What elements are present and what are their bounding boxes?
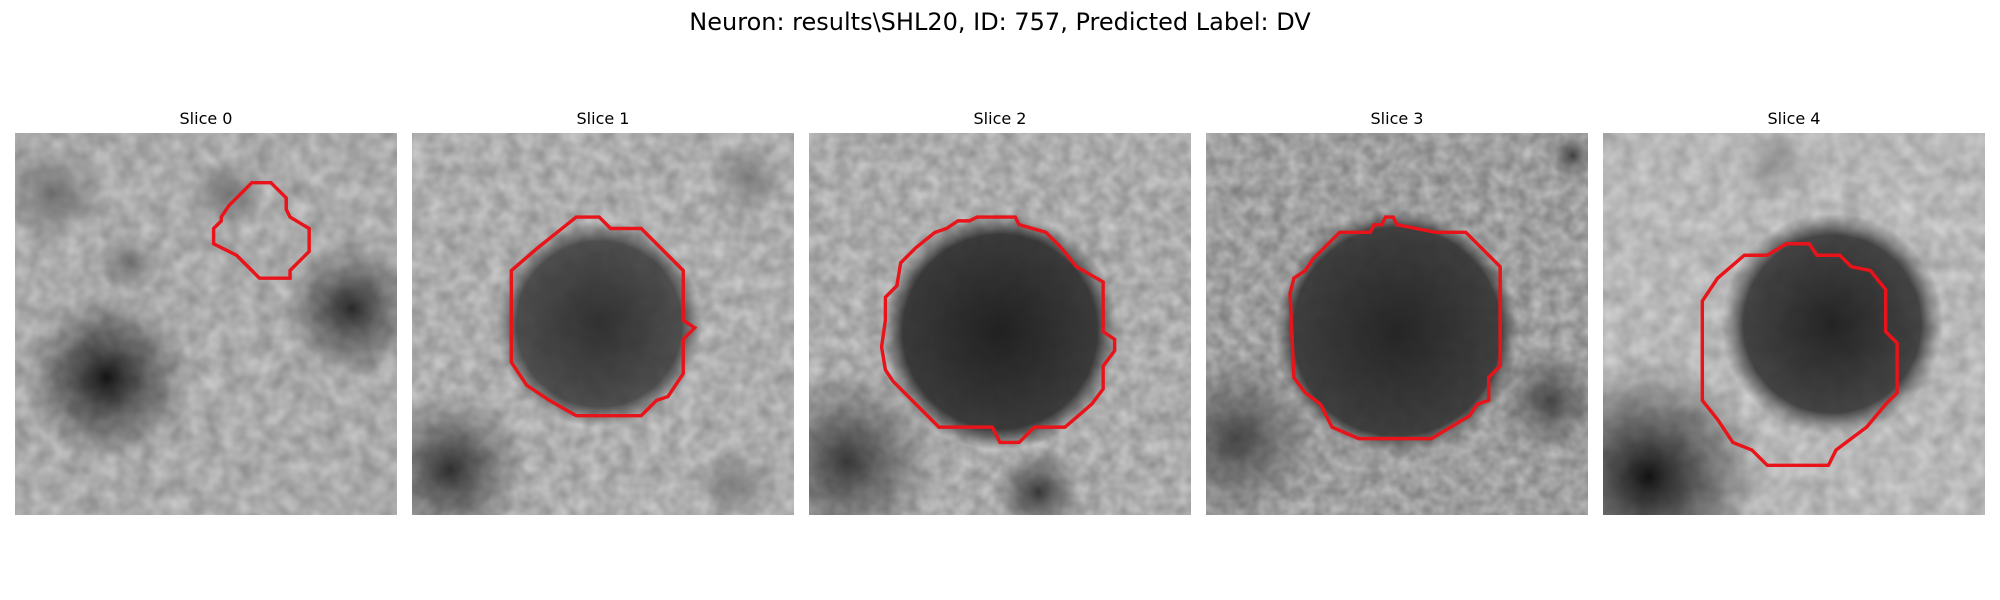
neuron-outline: [1700, 242, 1899, 468]
neuron-outline: [1288, 215, 1502, 441]
slice-title: Slice 3: [1370, 109, 1424, 128]
slice-title: Slice 0: [179, 109, 233, 128]
figure-title: Neuron: results\SHL20, ID: 757, Predicte…: [689, 8, 1311, 36]
slice-image: [15, 133, 397, 515]
slice-image: [809, 133, 1191, 515]
slice-image: [412, 133, 794, 515]
slice-panel-4: Slice 4: [1603, 108, 1985, 528]
slice-title: Slice 4: [1767, 109, 1821, 128]
slice-panel-1: Slice 1: [412, 108, 794, 528]
slice-image: [1206, 133, 1588, 515]
slice-panel-0: Slice 0: [15, 108, 397, 528]
slice-title: Slice 2: [973, 109, 1027, 128]
slice-panel-2: Slice 2: [809, 108, 1191, 528]
neuron-outline: [509, 215, 698, 418]
slice-title: Slice 1: [576, 109, 630, 128]
neuron-outline: [211, 180, 311, 280]
neuron-outline: [879, 215, 1117, 445]
slice-image: [1603, 133, 1985, 515]
slice-panel-3: Slice 3: [1206, 108, 1588, 528]
